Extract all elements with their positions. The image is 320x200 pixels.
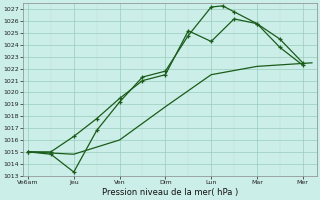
X-axis label: Pression niveau de la mer( hPa ): Pression niveau de la mer( hPa ) [102,188,238,197]
